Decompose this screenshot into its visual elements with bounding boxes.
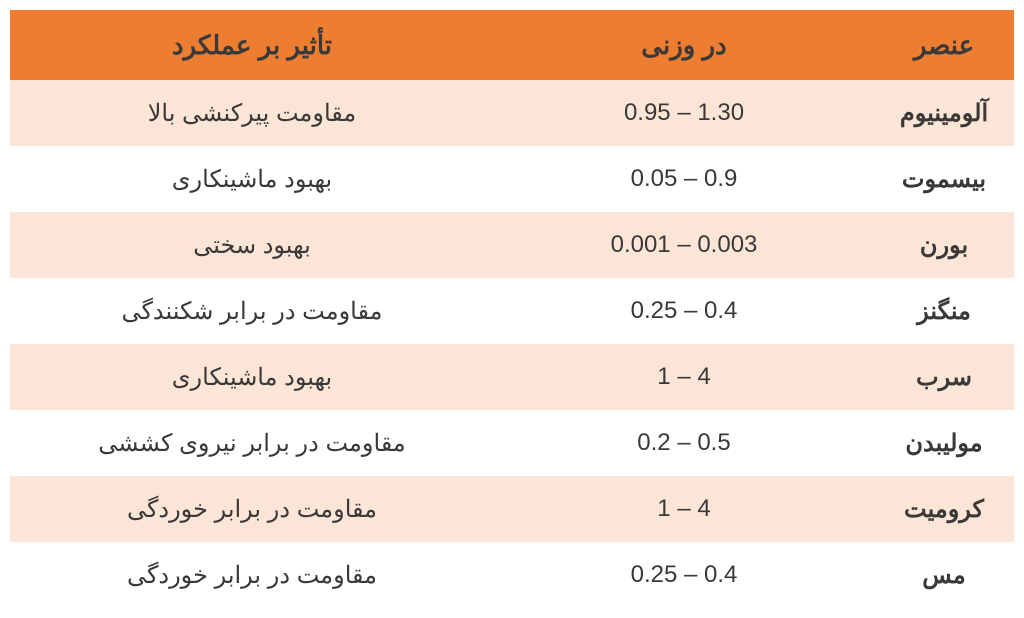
- table-row: کرومیت 1 – 4 مقاومت در برابر خوردگی: [10, 476, 1014, 542]
- table-row: مولیبدن 0.2 – 0.5 مقاومت در برابر نیروی …: [10, 410, 1014, 476]
- cell-effect: بهبود ماشینکاری: [10, 344, 494, 410]
- cell-weight: 1 – 4: [494, 476, 874, 542]
- cell-element: منگنز: [874, 278, 1014, 344]
- cell-element: بیسموت: [874, 146, 1014, 212]
- cell-effect: مقاومت در برابر خوردگی: [10, 542, 494, 608]
- cell-weight: 0.2 – 0.5: [494, 410, 874, 476]
- table-row: بیسموت 0.05 – 0.9 بهبود ماشینکاری: [10, 146, 1014, 212]
- cell-effect: مقاومت در برابر خوردگی: [10, 476, 494, 542]
- table-row: بورن 0.001 – 0.003 بهبود سختی: [10, 212, 1014, 278]
- cell-weight: 1 – 4: [494, 344, 874, 410]
- cell-effect: بهبود سختی: [10, 212, 494, 278]
- alloy-elements-table: عنصر در وزنی تأثیر بر عملکرد آلومینیوم 0…: [10, 10, 1014, 608]
- table-row: مس 0.25 – 0.4 مقاومت در برابر خوردگی: [10, 542, 1014, 608]
- header-element: عنصر: [874, 10, 1014, 80]
- cell-element: آلومینیوم: [874, 80, 1014, 146]
- cell-element: بورن: [874, 212, 1014, 278]
- cell-weight: 0.001 – 0.003: [494, 212, 874, 278]
- table-row: سرب 1 – 4 بهبود ماشینکاری: [10, 344, 1014, 410]
- cell-effect: بهبود ماشینکاری: [10, 146, 494, 212]
- table-row: منگنز 0.25 – 0.4 مقاومت در برابر شکنندگی: [10, 278, 1014, 344]
- header-weight: در وزنی: [494, 10, 874, 80]
- table-header: عنصر در وزنی تأثیر بر عملکرد: [10, 10, 1014, 80]
- cell-weight: 0.25 – 0.4: [494, 278, 874, 344]
- cell-weight: 0.05 – 0.9: [494, 146, 874, 212]
- cell-element: مس: [874, 542, 1014, 608]
- cell-element: سرب: [874, 344, 1014, 410]
- cell-effect: مقاومت در برابر نیروی کششی: [10, 410, 494, 476]
- cell-weight: 0.95 – 1.30: [494, 80, 874, 146]
- cell-effect: مقاومت در برابر شکنندگی: [10, 278, 494, 344]
- cell-element: کرومیت: [874, 476, 1014, 542]
- alloy-elements-table-container: عنصر در وزنی تأثیر بر عملکرد آلومینیوم 0…: [10, 10, 1014, 608]
- cell-element: مولیبدن: [874, 410, 1014, 476]
- cell-effect: مقاومت پیرکنشی بالا: [10, 80, 494, 146]
- table-body: آلومینیوم 0.95 – 1.30 مقاومت پیرکنشی بال…: [10, 80, 1014, 608]
- header-effect: تأثیر بر عملکرد: [10, 10, 494, 80]
- cell-weight: 0.25 – 0.4: [494, 542, 874, 608]
- table-row: آلومینیوم 0.95 – 1.30 مقاومت پیرکنشی بال…: [10, 80, 1014, 146]
